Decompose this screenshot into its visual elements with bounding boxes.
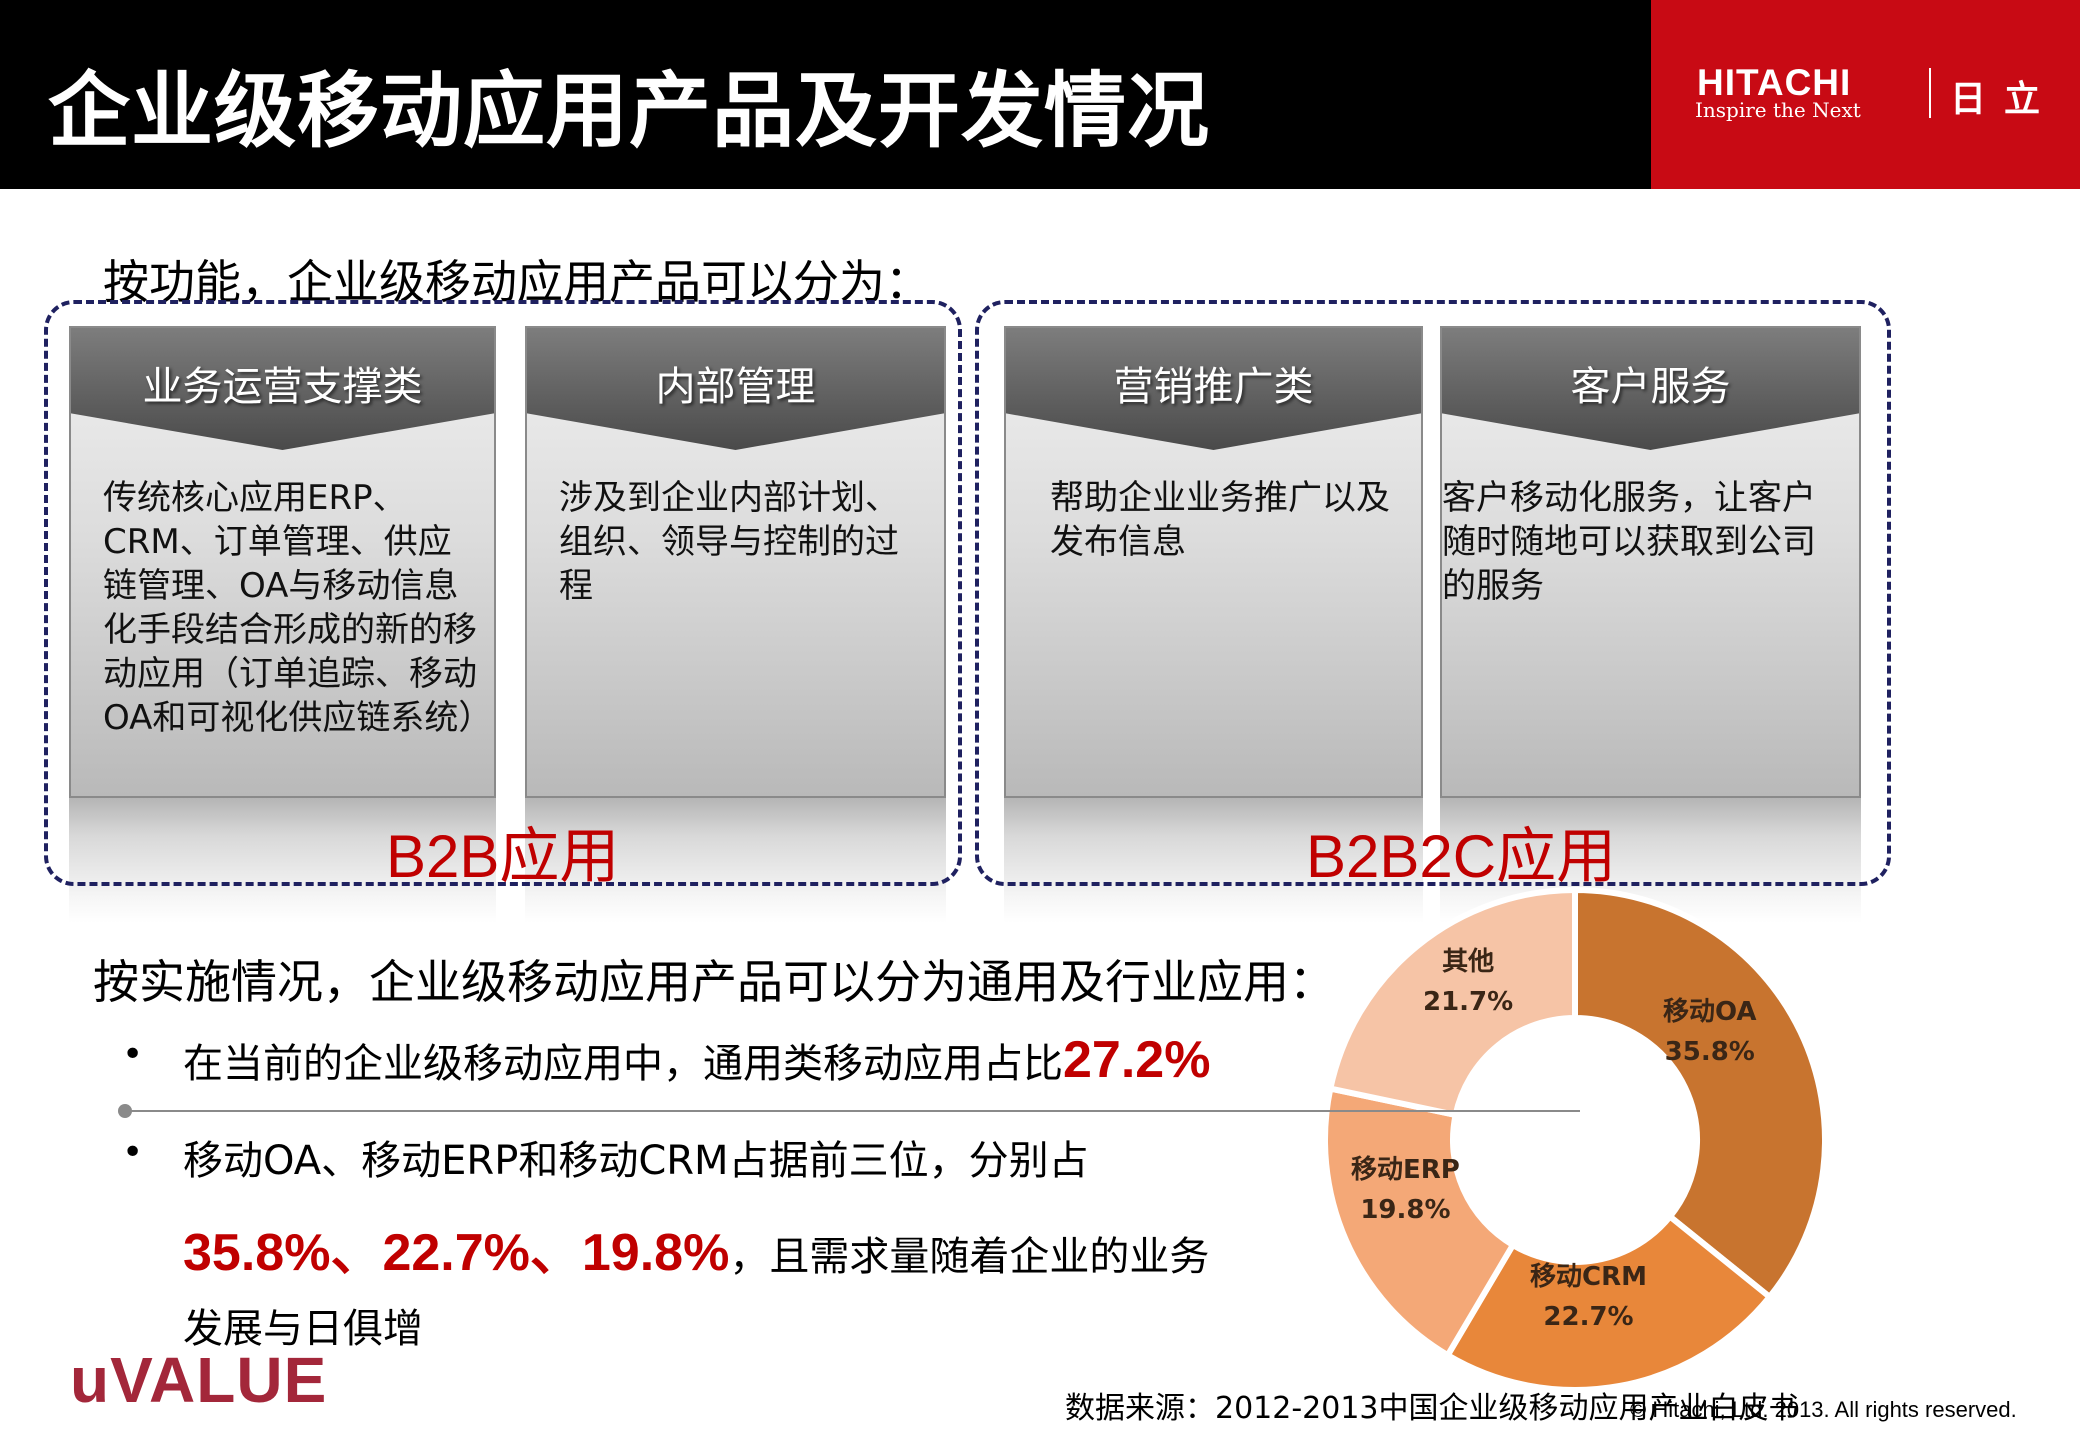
hitachi-logo-tagline: Inspire the Next (1695, 98, 1861, 122)
bullet-icon: • (122, 1034, 144, 1075)
bullet-top-three-line2: 35.8%、22.7%、19.8%，且需求量随着企业的业务 (183, 1210, 1209, 1285)
uvalue-logo: uVALUE (70, 1344, 328, 1416)
bullet-icon: • (122, 1132, 144, 1173)
slice-label-other: 其他 21.7% (1423, 947, 1514, 1017)
card-body: 涉及到企业内部计划、组织、领导与控制的过程 (559, 478, 899, 606)
card-title: 客户服务 (1570, 364, 1731, 410)
bullet-text: 移动OA、移动ERP和移动CRM占据前三位，分别占 (183, 1138, 1089, 1184)
bullet-general-share: 在当前的企业级移动应用中，通用类移动应用占比27.2% (183, 1030, 1210, 1090)
card-body: 客户移动化服务，让客户随时随地可以获取到公司的服务 (1442, 478, 1816, 606)
highlight-values: 35.8%、22.7%、19.8% (183, 1224, 730, 1282)
bullet-top-three: 移动OA、移动ERP和移动CRM占据前三位，分别占 (183, 1128, 1089, 1186)
card-title: 业务运营支撑类 (142, 364, 423, 410)
category-card-customer-service: 客户服务 客户移动化服务，让客户随时随地可以获取到公司的服务 (1440, 326, 1861, 798)
slice-label-erp: 移动ERP 19.8% (1351, 1155, 1460, 1225)
b2b-group-label: B2B应用 (386, 823, 620, 890)
card-body: 帮助企业业务推广以及发布信息 (1050, 478, 1390, 562)
card-title: 内部管理 (655, 364, 816, 410)
donut-slice (1443, 1212, 1774, 1393)
b2b2c-group-outline (975, 300, 1891, 886)
card-reflection (1004, 798, 1423, 923)
bullet-text: 在当前的企业级移动应用中，通用类移动应用占比 (183, 1041, 1063, 1087)
card-reflection (525, 798, 946, 923)
donut-slice (1322, 1084, 1518, 1360)
section2-heading: 按实施情况，企业级移动应用产品可以分为通用及行业应用： (93, 955, 1335, 1009)
highlight-value: 27.2% (1063, 1031, 1211, 1089)
divider-endpoint (118, 1104, 132, 1118)
donut-chart: 移动OA 35.8% 移动CRM 22.7% 移动ERP 19.8% 其他 21.7% (1315, 880, 1835, 1400)
hitachi-logo-box (1651, 0, 2080, 189)
card-title: 营销推广类 (1113, 364, 1314, 410)
category-card-internal-mgmt: 内部管理 涉及到企业内部计划、组织、领导与控制的过程 (525, 326, 946, 798)
card-body: 传统核心应用ERP、CRM、订单管理、供应链管理、OA与移动信息化手段结合形成的… (103, 478, 493, 738)
divider-line (125, 1110, 1580, 1112)
slice-label-crm: 移动CRM 22.7% (1530, 1262, 1647, 1332)
bullet-text: ，且需求量随着企业的业务 (729, 1234, 1210, 1280)
donut-chart-svg (1322, 886, 1828, 1393)
donut-slice (1326, 886, 1578, 1119)
category-card-business-ops: 业务运营支撑类 传统核心应用ERP、CRM、订单管理、供应链管理、OA与移动信息… (69, 326, 496, 798)
page-title: 企业级移动应用产品及开发情况 (48, 64, 1211, 159)
copyright-notice: © Hitachi, Ltd. 2013. All rights reserve… (1630, 1397, 2017, 1422)
hitachi-logo-wordmark: HITACHI (1697, 62, 1852, 103)
b2b2c-group-label: B2B2C应用 (1306, 823, 1617, 890)
b2b-group-outline (44, 300, 962, 886)
hitachi-logo-chinese: 日立 (1950, 79, 2059, 120)
logo-separator (1929, 68, 1931, 118)
data-source-note: 数据来源：2012-2013中国企业级移动应用产业白皮书 (1065, 1391, 1799, 1426)
slice-label-oa: 移动OA 35.8% (1663, 997, 1757, 1067)
bullet-top-three-line3: 发展与日俱增 (183, 1306, 423, 1352)
category-card-marketing: 营销推广类 帮助企业业务推广以及发布信息 (1004, 326, 1423, 798)
donut-slice (1572, 886, 1828, 1302)
card-reflection (69, 798, 496, 923)
